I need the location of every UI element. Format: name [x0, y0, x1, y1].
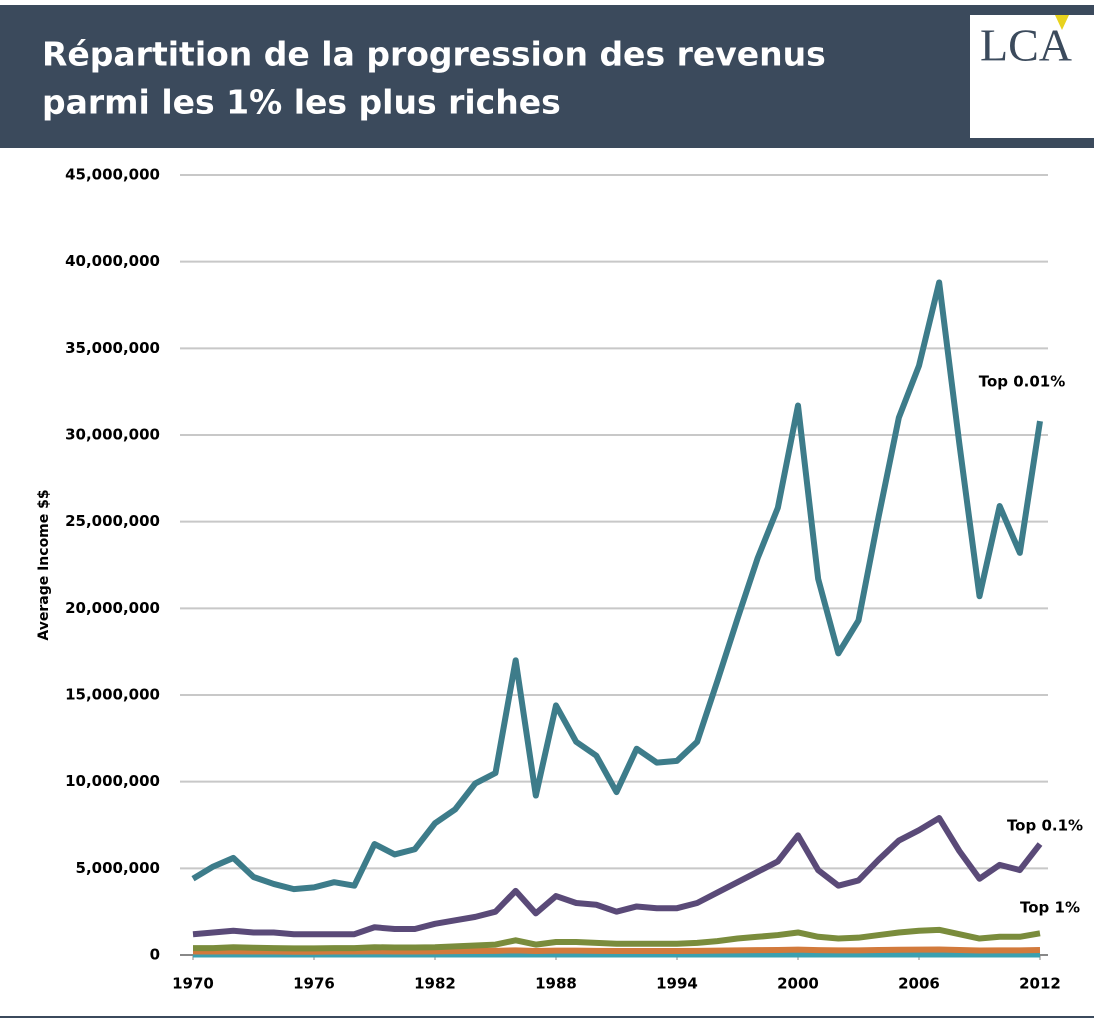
series-line — [193, 926, 1041, 952]
y-tick-label: 40,000,000 — [65, 252, 160, 270]
y-tick-label: 25,000,000 — [65, 512, 160, 530]
x-tick-label: 2000 — [777, 975, 819, 993]
y-axis-label: Average Income $$ — [36, 489, 52, 640]
series-line — [193, 946, 1041, 955]
x-tick-label: 1982 — [414, 975, 456, 993]
series-line — [192, 815, 1043, 938]
y-tick-label: 15,000,000 — [65, 686, 160, 704]
y-tick-label: 0 — [150, 946, 160, 964]
x-tick-label: 1988 — [535, 975, 577, 993]
series-label: Top 0.1% — [1007, 817, 1083, 835]
y-tick-label: 35,000,000 — [65, 339, 160, 357]
header-band — [0, 5, 1094, 148]
y-tick-label: 30,000,000 — [65, 426, 160, 444]
x-tick-label: 2012 — [1019, 975, 1061, 993]
x-tick-label: 1994 — [656, 975, 698, 993]
title-line: parmi les 1% les plus riches — [42, 83, 561, 122]
title-line: Répartition de la progression des revenu… — [42, 35, 826, 74]
x-tick-label: 2006 — [898, 975, 940, 993]
x-tick-label: 1976 — [293, 975, 335, 993]
y-tick-label: 10,000,000 — [65, 772, 160, 790]
y-tick-label: 5,000,000 — [76, 859, 160, 877]
series-line — [191, 279, 1043, 893]
y-tick-label: 45,000,000 — [65, 166, 160, 184]
series-label: Top 1% — [1020, 899, 1080, 917]
series-label: Top 0.01% — [979, 373, 1066, 391]
y-tick-label: 20,000,000 — [65, 599, 160, 617]
logo-box — [970, 15, 1094, 138]
logo-accent — [1055, 15, 1069, 30]
logo: LCA — [980, 20, 1072, 71]
x-tick-label: 1970 — [172, 975, 214, 993]
